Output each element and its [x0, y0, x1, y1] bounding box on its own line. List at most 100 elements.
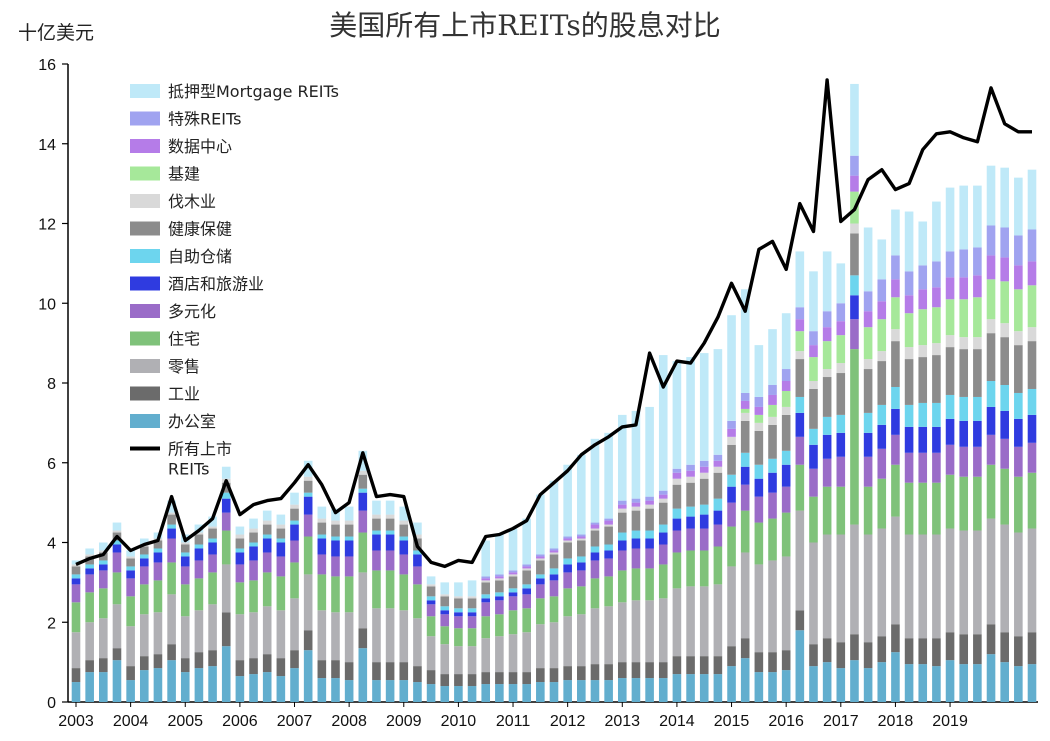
- bar-segment: [822, 341, 832, 370]
- legend-swatch: [130, 139, 160, 153]
- bar-segment: [344, 506, 354, 521]
- bar-segment: [426, 586, 436, 597]
- bar-segment: [836, 642, 846, 669]
- bar-segment: [781, 369, 791, 382]
- bar-segment: [440, 582, 450, 595]
- bar-segment: [358, 572, 368, 629]
- bar-segment: [344, 536, 354, 541]
- bar-segment: [467, 612, 477, 617]
- bar-segment: [71, 682, 81, 702]
- bar-segment: [850, 233, 859, 276]
- legend-label: 酒店和旅游业: [168, 275, 264, 294]
- bar-segment: [262, 654, 272, 673]
- bar-segment: [658, 532, 668, 545]
- bar-segment: [495, 574, 504, 577]
- bar-segment: [877, 361, 887, 405]
- bar-segment: [672, 674, 682, 702]
- bar-segment: [932, 402, 941, 427]
- bar-segment: [99, 658, 108, 673]
- bar-segment: [99, 542, 108, 551]
- bar-segment: [986, 319, 996, 334]
- bar-segment: [918, 638, 928, 665]
- bar-segment: [358, 492, 368, 511]
- bar-segment: [235, 526, 245, 535]
- bar-segment: [139, 554, 149, 559]
- bar-segment: [904, 359, 914, 405]
- bar-segment: [317, 538, 327, 555]
- bar-segment: [536, 668, 545, 683]
- bar-segment: [372, 608, 381, 663]
- bar-segment: [877, 478, 887, 529]
- bar-segment: [290, 598, 299, 651]
- bar-segment: [126, 556, 135, 559]
- bar-segment: [563, 558, 572, 565]
- bar-segment: [604, 664, 613, 681]
- bar-segment: [809, 444, 818, 469]
- bar-segment: [904, 404, 914, 427]
- bar-segment: [221, 492, 231, 499]
- bar-segment: [549, 682, 559, 702]
- bar-segment: [99, 552, 108, 561]
- bar-segment: [959, 299, 969, 338]
- bar-segment: [85, 564, 94, 569]
- bar-segment: [932, 307, 941, 344]
- bar-segment: [809, 381, 818, 389]
- bar-segment: [645, 508, 654, 531]
- bar-segment: [822, 251, 832, 312]
- bar-segment: [1014, 418, 1023, 447]
- bar-segment: [331, 508, 340, 521]
- bar-segment: [454, 686, 463, 702]
- bar-segment: [1014, 177, 1023, 236]
- bar-segment: [1014, 345, 1023, 393]
- bar-segment: [167, 562, 176, 595]
- bar-segment: [727, 646, 736, 667]
- bar-segment: [1014, 392, 1023, 419]
- bar-segment: [317, 554, 327, 575]
- bar-segment: [686, 506, 695, 517]
- bar-segment: [727, 486, 736, 503]
- bar-segment: [645, 568, 654, 601]
- bar-segment: [986, 434, 996, 465]
- bar-segment: [317, 610, 327, 661]
- bar-segment: [713, 674, 723, 702]
- bar-segment: [413, 534, 422, 539]
- bar-segment: [590, 552, 600, 561]
- bar-segment: [221, 612, 231, 647]
- bar-segment: [809, 496, 818, 543]
- bar-segment: [918, 309, 928, 346]
- bar-segment: [71, 668, 81, 683]
- bar-segment: [508, 528, 518, 571]
- bar-segment: [522, 632, 531, 673]
- bar-segment: [440, 594, 450, 597]
- bar-segment: [481, 598, 491, 603]
- y-tick-label: 12: [38, 217, 56, 234]
- bar-segment: [249, 532, 258, 543]
- bar-segment: [740, 484, 750, 511]
- bar-segment: [918, 357, 928, 403]
- bar-segment: [577, 586, 586, 615]
- bar-segment: [686, 586, 695, 657]
- bar-segment: [440, 674, 450, 687]
- bar-segment: [1014, 446, 1023, 477]
- bar-segment: [658, 355, 668, 491]
- legend-swatch: [130, 221, 160, 236]
- bar-segment: [208, 666, 217, 702]
- bar-segment: [99, 618, 108, 659]
- bar-segment: [276, 610, 286, 659]
- legend-label: 特殊REITs: [168, 110, 241, 129]
- bar-segment: [1000, 524, 1009, 633]
- bar-segment: [385, 500, 395, 515]
- bar-segment: [1000, 227, 1009, 258]
- bar-segment: [850, 349, 859, 525]
- bar-segment: [344, 540, 354, 557]
- bar-segment: [549, 580, 559, 597]
- bar-segment: [85, 568, 94, 575]
- bar-segment: [440, 626, 450, 645]
- bar-segment: [1027, 261, 1037, 286]
- bar-segment: [85, 592, 94, 623]
- bar-segment: [126, 578, 135, 597]
- bar-segment: [850, 319, 859, 350]
- legend-swatch: [130, 414, 160, 428]
- bar-segment: [699, 466, 709, 473]
- bar-segment: [658, 662, 668, 679]
